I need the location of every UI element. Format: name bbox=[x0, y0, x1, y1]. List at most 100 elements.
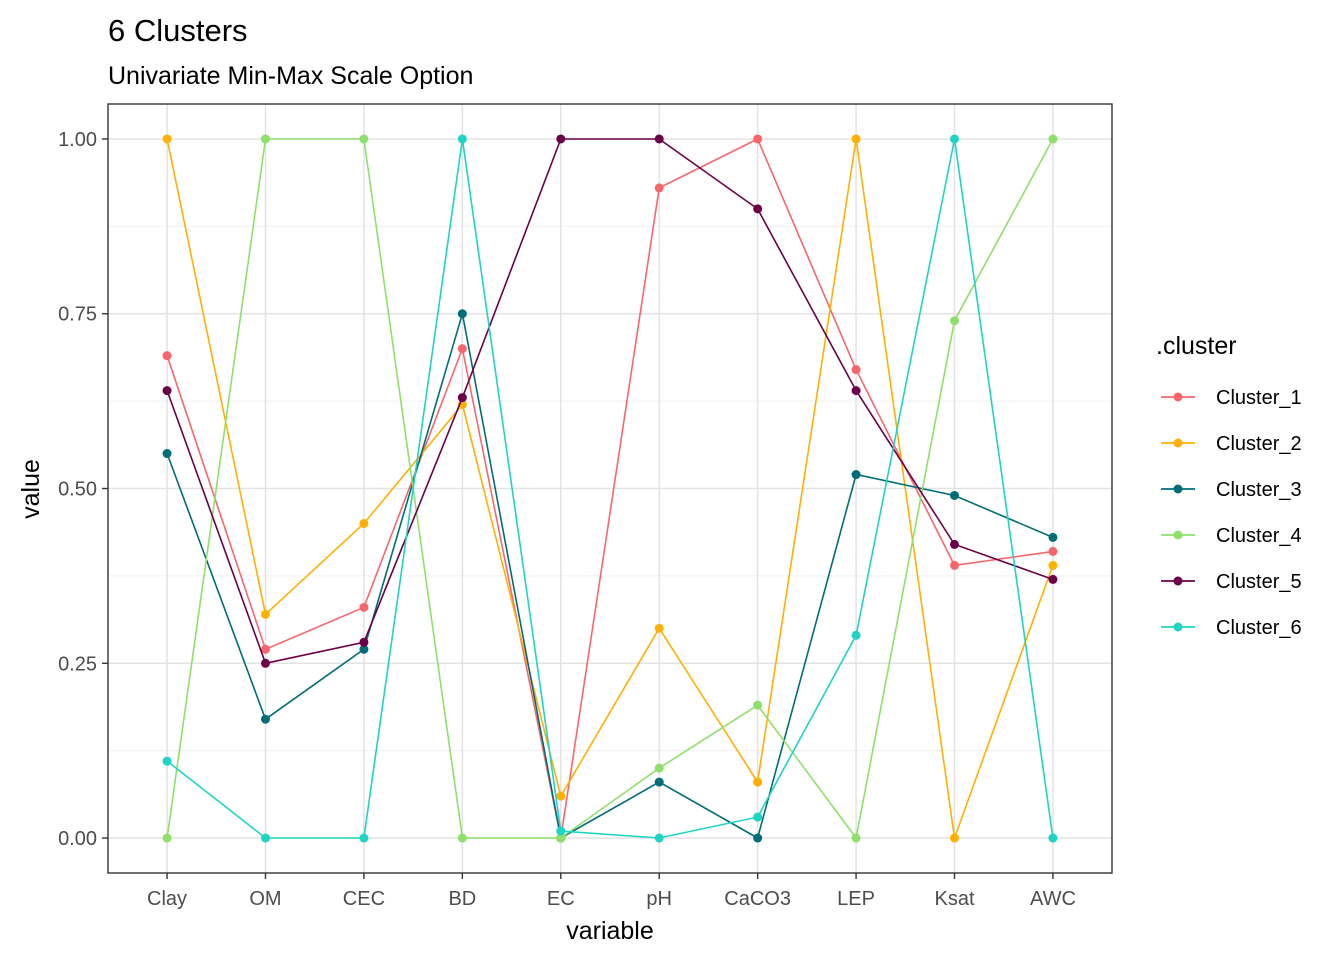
data-point bbox=[851, 134, 861, 144]
data-point bbox=[359, 602, 369, 612]
x-tick-label: LEP bbox=[837, 888, 875, 910]
legend-label: Cluster_4 bbox=[1216, 525, 1302, 547]
data-point bbox=[753, 833, 763, 843]
data-point bbox=[457, 134, 467, 144]
legend-key-point bbox=[1173, 622, 1183, 632]
x-tick-label: EC bbox=[547, 888, 575, 910]
data-point bbox=[753, 812, 763, 822]
data-point bbox=[1048, 546, 1058, 556]
data-point bbox=[851, 365, 861, 375]
data-point bbox=[851, 833, 861, 843]
legend-key-point bbox=[1173, 576, 1183, 586]
series-line bbox=[166, 138, 1054, 839]
chart-subtitle: Univariate Min-Max Scale Option bbox=[108, 62, 473, 90]
series-cluster-5 bbox=[162, 134, 1058, 668]
data-point bbox=[162, 449, 172, 459]
data-point bbox=[260, 644, 270, 654]
series-line bbox=[166, 138, 1054, 665]
legend-item: Cluster_3 bbox=[1161, 479, 1302, 501]
data-point bbox=[950, 833, 960, 843]
data-point bbox=[260, 714, 270, 724]
data-point bbox=[654, 623, 664, 633]
legend: .cluster Cluster_1Cluster_2Cluster_3Clus… bbox=[1156, 332, 1302, 639]
legend-item: Cluster_4 bbox=[1161, 525, 1302, 547]
data-point bbox=[753, 204, 763, 214]
data-point bbox=[162, 134, 172, 144]
legend-label: Cluster_5 bbox=[1216, 571, 1302, 593]
y-tick-label: 0.50 bbox=[58, 479, 97, 501]
data-point bbox=[654, 777, 664, 787]
data-point bbox=[457, 393, 467, 403]
data-point bbox=[950, 134, 960, 144]
data-point bbox=[359, 644, 369, 654]
data-point bbox=[162, 351, 172, 361]
data-point bbox=[851, 630, 861, 640]
x-tick-label: AWC bbox=[1030, 888, 1076, 910]
x-axis-title: variable bbox=[566, 917, 654, 945]
legend-label: Cluster_1 bbox=[1216, 387, 1302, 409]
data-point bbox=[359, 134, 369, 144]
data-point bbox=[162, 756, 172, 766]
data-point bbox=[753, 134, 763, 144]
data-point bbox=[556, 791, 566, 801]
x-tick-label: pH bbox=[646, 888, 672, 910]
x-tick-label: Clay bbox=[147, 888, 187, 910]
data-point bbox=[260, 658, 270, 668]
data-point bbox=[556, 826, 566, 836]
data-point bbox=[457, 309, 467, 319]
series-cluster-2 bbox=[162, 134, 1058, 843]
data-point bbox=[260, 134, 270, 144]
x-tick-label: OM bbox=[249, 888, 281, 910]
series-line bbox=[166, 138, 1054, 839]
series-line bbox=[166, 138, 1054, 840]
data-point bbox=[1048, 833, 1058, 843]
legend-item: Cluster_2 bbox=[1161, 433, 1302, 455]
y-tick-label: 1.00 bbox=[58, 129, 97, 151]
data-point bbox=[753, 700, 763, 710]
data-point bbox=[950, 560, 960, 570]
data-point bbox=[359, 518, 369, 528]
x-tick-label: Ksat bbox=[934, 888, 974, 910]
legend-item: Cluster_6 bbox=[1161, 617, 1302, 639]
series-cluster-3 bbox=[162, 309, 1058, 843]
y-tick-label: 0.00 bbox=[58, 828, 97, 850]
data-point bbox=[654, 833, 664, 843]
series-line bbox=[166, 313, 1054, 840]
data-point bbox=[851, 470, 861, 480]
series-cluster-4 bbox=[162, 134, 1058, 843]
data-point bbox=[162, 386, 172, 396]
legend-title: .cluster bbox=[1156, 332, 1237, 360]
x-tick-label: BD bbox=[448, 888, 476, 910]
legend-key-point bbox=[1173, 438, 1183, 448]
data-point bbox=[556, 134, 566, 144]
legend-key-point bbox=[1173, 530, 1183, 540]
series-cluster-6 bbox=[162, 134, 1058, 843]
data-point bbox=[556, 833, 566, 843]
y-axis: 0.00 0.25 0.50 0.75 1.00 bbox=[58, 129, 108, 850]
legend-key-point bbox=[1173, 484, 1183, 494]
data-point bbox=[457, 344, 467, 354]
data-point bbox=[359, 637, 369, 647]
data-point bbox=[359, 833, 369, 843]
legend-items: Cluster_1 Cluster_2 Cluster_3 Cluster_4 Clus… bbox=[1161, 387, 1302, 639]
data-point bbox=[950, 316, 960, 326]
legend-label: Cluster_6 bbox=[1216, 617, 1302, 639]
data-point bbox=[1048, 134, 1058, 144]
data-point bbox=[654, 134, 664, 144]
legend-item: Cluster_1 bbox=[1161, 387, 1302, 409]
data-point bbox=[753, 777, 763, 787]
x-tick-label: CaCO3 bbox=[724, 888, 791, 910]
data-point bbox=[950, 539, 960, 549]
legend-item: Cluster_5 bbox=[1161, 571, 1302, 593]
data-point bbox=[950, 490, 960, 500]
legend-label: Cluster_3 bbox=[1216, 479, 1302, 501]
x-axis: Clay OM CEC BD EC pH CaCO3 LEP Ksat AWC bbox=[147, 873, 1076, 910]
data-point bbox=[260, 609, 270, 619]
data-point bbox=[851, 386, 861, 396]
y-axis-title: value bbox=[17, 459, 45, 519]
x-tick-label: CEC bbox=[343, 888, 385, 910]
data-point bbox=[654, 183, 664, 193]
data-point bbox=[260, 833, 270, 843]
data-point bbox=[1048, 560, 1058, 570]
